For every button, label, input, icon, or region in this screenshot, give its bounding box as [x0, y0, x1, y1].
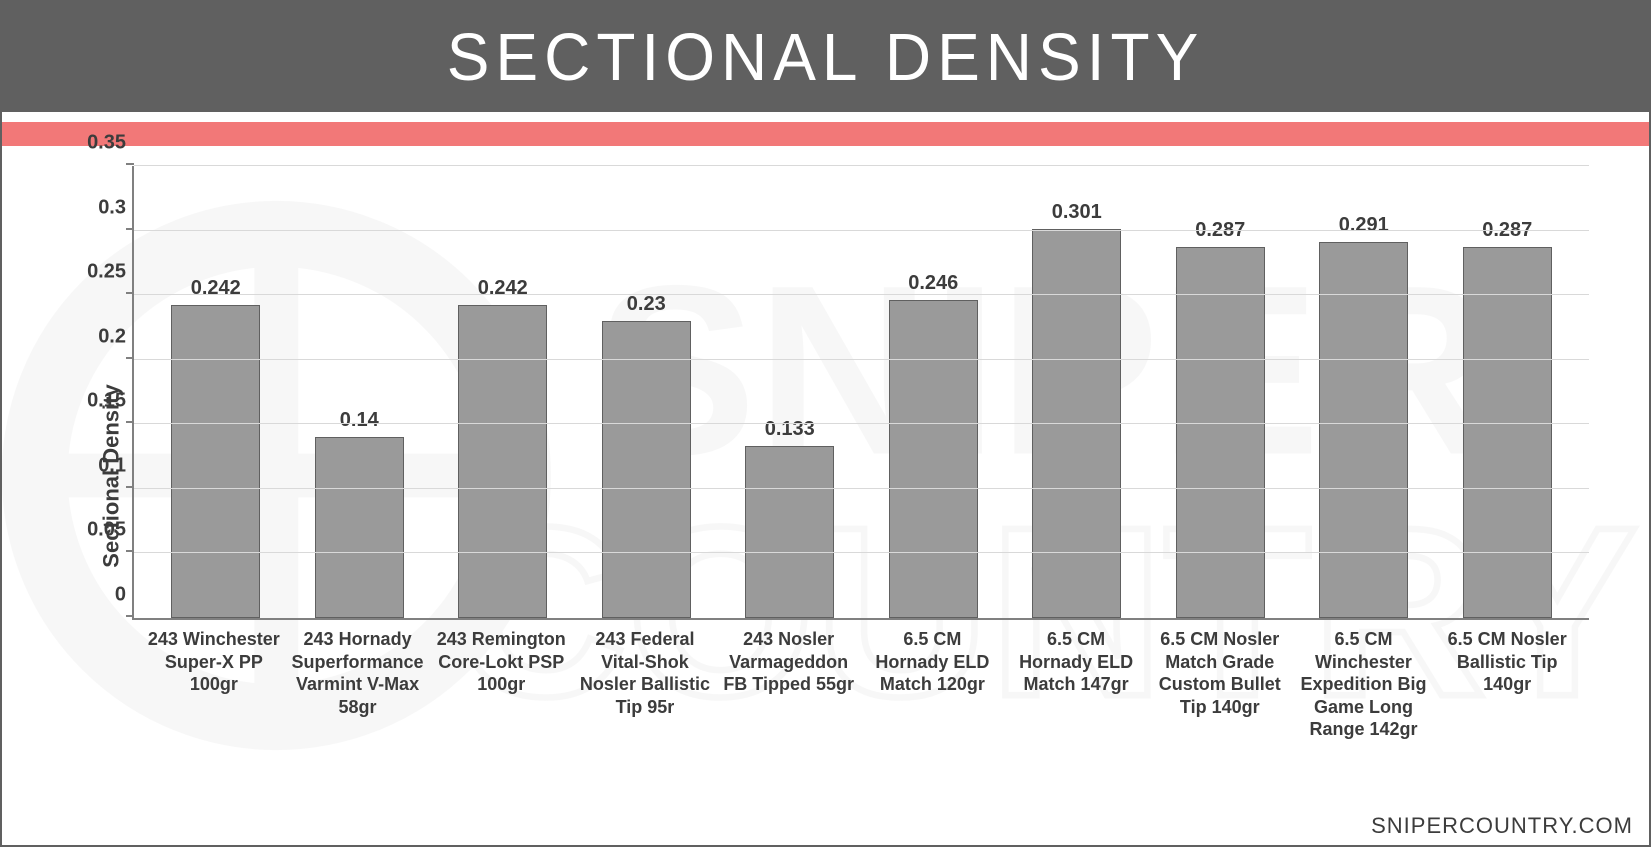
bar: 0.246 — [889, 300, 978, 618]
bar-slot: 0.291 — [1292, 166, 1436, 618]
bar-slot: 0.301 — [1005, 166, 1149, 618]
chart-frame: SECTIONAL DENSITY SNIPER COUNTRY Section… — [0, 0, 1651, 847]
bar-slot: 0.246 — [862, 166, 1006, 618]
bar-value-label: 0.287 — [1195, 219, 1245, 242]
gridline — [134, 552, 1589, 553]
bar: 0.242 — [458, 305, 547, 618]
gridline — [134, 488, 1589, 489]
y-tick-mark — [126, 163, 134, 165]
gridline — [134, 359, 1589, 360]
y-tick-label: 0.05 — [76, 519, 126, 542]
gridline — [134, 294, 1589, 295]
bar-slot: 0.242 — [144, 166, 288, 618]
y-tick-label: 0.1 — [76, 454, 126, 477]
bar-slot: 0.242 — [431, 166, 575, 618]
bar-slot: 0.287 — [1436, 166, 1580, 618]
bar: 0.287 — [1463, 247, 1552, 618]
accent-bar — [2, 122, 1649, 146]
bar: 0.23 — [602, 321, 691, 618]
x-axis-category-label: 6.5 CM Nosler Match Grade Custom Bullet … — [1148, 628, 1292, 741]
y-tick-label: 0.3 — [76, 196, 126, 219]
y-tick-label: 0.25 — [76, 261, 126, 284]
y-tick-label: 0.35 — [76, 132, 126, 155]
bar-value-label: 0.14 — [340, 409, 379, 432]
bar-value-label: 0.291 — [1339, 214, 1389, 237]
bar-value-label: 0.287 — [1482, 219, 1532, 242]
bar: 0.14 — [315, 437, 404, 618]
bar: 0.242 — [171, 305, 260, 618]
bar: 0.287 — [1176, 247, 1265, 618]
y-tick-mark — [126, 292, 134, 294]
plot-region: 0.242 0.14 0.242 0.23 0.133 0.246 0.301 0.287 0.… — [132, 166, 1589, 805]
gridline — [134, 165, 1589, 166]
y-tick-label: 0.15 — [76, 390, 126, 413]
x-axis-category-label: 6.5 CM Winchester Expedition Big Game Lo… — [1292, 628, 1436, 741]
y-tick-mark — [126, 421, 134, 423]
gridline — [134, 230, 1589, 231]
x-axis-category-label: 6.5 CM Hornady ELD Match 120gr — [861, 628, 1005, 741]
header-bar: SECTIONAL DENSITY — [2, 2, 1649, 112]
y-tick-mark — [126, 486, 134, 488]
page-title: SECTIONAL DENSITY — [447, 18, 1205, 96]
x-axis-category-label: 6.5 CM Nosler Ballistic Tip 140gr — [1435, 628, 1579, 741]
bars-container: 0.242 0.14 0.242 0.23 0.133 0.246 0.301 0.287 0.… — [134, 166, 1589, 618]
bar-value-label: 0.242 — [478, 277, 528, 300]
footer-credit: SNIPERCOUNTRY.COM — [1371, 813, 1633, 839]
chart-area: SNIPER COUNTRY Sectional Density 0.2420.… — [2, 146, 1649, 805]
bar-slot: 0.133 — [718, 166, 862, 618]
y-tick-label: 0.2 — [76, 325, 126, 348]
bar: 0.291 — [1319, 242, 1408, 618]
x-axis-labels: 243 Winchester Super-X PP 100gr243 Horna… — [132, 620, 1589, 741]
x-axis-category-label: 243 Federal Vital-Shok Nosler Ballistic … — [573, 628, 717, 741]
bar-slot: 0.287 — [1149, 166, 1293, 618]
x-axis-category-label: 6.5 CM Hornady ELD Match 147gr — [1004, 628, 1148, 741]
bar-slot: 0.14 — [288, 166, 432, 618]
y-tick-label: 0 — [76, 584, 126, 607]
bar: 0.133 — [745, 446, 834, 618]
x-axis-category-label: 243 Remington Core-Lokt PSP 100gr — [429, 628, 573, 741]
x-axis-category-label: 243 Winchester Super-X PP 100gr — [142, 628, 286, 741]
grid-area: 0.242 0.14 0.242 0.23 0.133 0.246 0.301 0.287 0.… — [132, 166, 1589, 620]
y-tick-mark — [126, 357, 134, 359]
bar-value-label: 0.246 — [908, 272, 958, 295]
bar-value-label: 0.242 — [191, 277, 241, 300]
y-tick-mark — [126, 228, 134, 230]
bar-slot: 0.23 — [575, 166, 719, 618]
gridline — [134, 423, 1589, 424]
x-axis-category-label: 243 Nosler Varmageddon FB Tipped 55gr — [717, 628, 861, 741]
x-axis-category-label: 243 Hornady Superformance Varmint V-Max … — [286, 628, 430, 741]
bar-value-label: 0.133 — [765, 418, 815, 441]
y-tick-mark — [126, 615, 134, 617]
y-tick-mark — [126, 550, 134, 552]
bar-value-label: 0.301 — [1052, 201, 1102, 224]
bar-value-label: 0.23 — [627, 293, 666, 316]
